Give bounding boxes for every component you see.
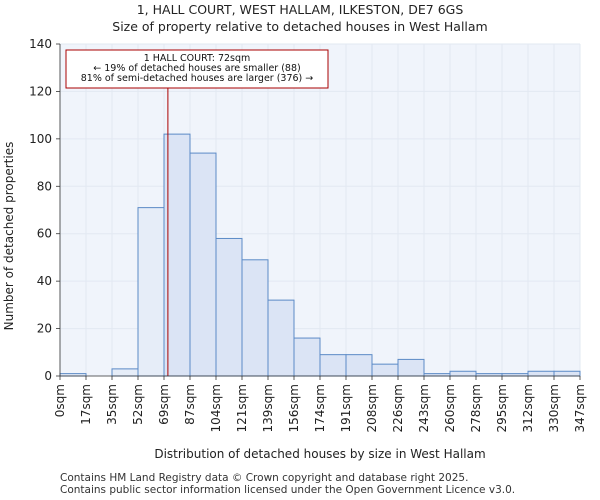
histogram-bar — [527, 370, 555, 377]
x-tick-label: 347sqm — [573, 384, 587, 432]
footer-copyright: Contains HM Land Registry data © Crown c… — [60, 472, 469, 484]
y-tick-label: 20 — [37, 322, 52, 336]
histogram-bar — [215, 237, 243, 377]
x-tick-label: 0sqm — [53, 384, 67, 417]
histogram-bar — [293, 337, 321, 377]
y-tick-label: 140 — [29, 37, 52, 51]
y-axis-label: Number of detached properties — [2, 142, 16, 331]
x-tick-label: 243sqm — [417, 384, 431, 432]
y-tick-label: 80 — [37, 179, 52, 193]
x-axis-label: Distribution of detached houses by size … — [154, 447, 485, 461]
x-tick-label: 174sqm — [313, 384, 327, 432]
histogram-bar — [267, 299, 295, 377]
y-tick-label: 100 — [29, 132, 52, 146]
x-axis: 0sqm 17sqm 35sqm 52sqm 69sqm 87sqm 104sqm 121sq… — [53, 376, 587, 432]
x-tick-label: 104sqm — [209, 384, 223, 432]
histogram-bar — [111, 368, 139, 377]
chart-subtitle: Size of property relative to detached ho… — [112, 19, 488, 34]
x-tick-label: 260sqm — [443, 384, 457, 432]
histogram-bar — [553, 370, 581, 377]
chart-title: 1, HALL COURT, WEST HALLAM, ILKESTON, DE… — [136, 2, 464, 17]
x-tick-label: 87sqm — [183, 384, 197, 425]
histogram-bar — [449, 370, 477, 377]
y-tick-label: 0 — [44, 369, 52, 383]
histogram-bar — [345, 354, 373, 377]
annotation-line-2: ← 19% of detached houses are smaller (88… — [93, 63, 301, 74]
y-tick-label: 60 — [37, 227, 52, 241]
y-axis: 0 20 40 60 80 100 120 140 — [29, 37, 60, 383]
x-tick-label: 35sqm — [105, 384, 119, 425]
y-tick-label: 40 — [37, 274, 52, 288]
x-tick-label: 139sqm — [261, 384, 275, 432]
y-tick-label: 120 — [29, 84, 52, 98]
histogram-bar — [137, 207, 165, 377]
x-tick-label: 121sqm — [235, 384, 249, 432]
x-tick-label: 17sqm — [79, 384, 93, 425]
x-tick-label: 156sqm — [287, 384, 301, 432]
x-tick-label: 208sqm — [365, 384, 379, 432]
x-tick-label: 312sqm — [521, 384, 535, 432]
annotation-line-1: 1 HALL COURT: 72sqm — [143, 53, 251, 64]
x-tick-label: 69sqm — [157, 384, 171, 425]
x-tick-label: 191sqm — [339, 384, 353, 432]
histogram-bar — [241, 259, 269, 377]
histogram-bar — [319, 354, 347, 377]
annotation-box — [65, 49, 329, 89]
x-tick-label: 295sqm — [495, 384, 509, 432]
footer-licence: Contains public sector information licen… — [60, 484, 516, 496]
x-tick-label: 52sqm — [131, 384, 145, 425]
x-tick-label: 278sqm — [469, 384, 483, 432]
histogram-bar — [397, 358, 425, 377]
annotation-line-3: 81% of semi-detached houses are larger (… — [80, 73, 314, 84]
x-tick-label: 330sqm — [547, 384, 561, 432]
x-tick-label: 226sqm — [391, 384, 405, 432]
histogram-bar — [189, 152, 217, 377]
gridlines — [59, 43, 581, 377]
histogram-bar — [371, 363, 399, 377]
